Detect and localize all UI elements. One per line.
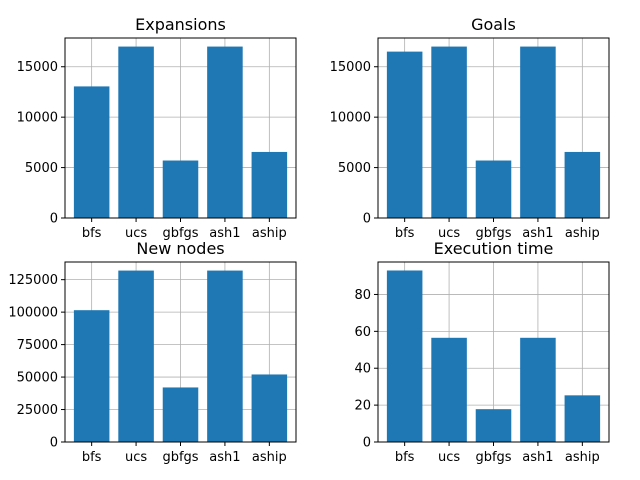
bar-bfs	[386, 51, 423, 218]
y-tick-label: 5000	[338, 161, 371, 176]
bar-ash1	[520, 337, 556, 442]
bar-gbfgs	[475, 409, 512, 442]
x-tick-label: aship	[252, 450, 287, 465]
y-tick-label: 125000	[8, 273, 58, 288]
bar-ash1	[520, 46, 556, 219]
y-tick-label: 0	[363, 436, 371, 451]
x-tick-label: ucs	[125, 226, 147, 241]
bar-bfs	[386, 270, 423, 442]
x-tick-label: ash1	[209, 450, 240, 465]
x-tick-label: gbfgs	[162, 450, 198, 465]
x-tick-label: gbfgs	[162, 226, 198, 241]
bar-ucs	[118, 46, 154, 219]
bar-ucs	[118, 270, 154, 442]
x-tick-label: ash1	[209, 226, 240, 241]
chart-title: Goals	[471, 15, 516, 34]
y-tick-label: 100000	[8, 306, 58, 321]
chart-title: Expansions	[135, 15, 226, 34]
x-tick-label: bfs	[82, 450, 102, 465]
bar-gbfgs	[162, 160, 199, 218]
chart-panel-1: 0 5000 10000 15000 bfs ucs gbfgs ash1 aship Expan…	[17, 15, 297, 241]
x-tick-label: gbfgs	[475, 450, 511, 465]
bar-bfs	[73, 86, 110, 219]
chart-title: Execution time	[434, 239, 554, 258]
x-tick-label: ash1	[522, 450, 553, 465]
chart-panel-2: 0 5000 10000 15000 bfs ucs gbfgs ash1 aship Goals	[330, 15, 610, 241]
y-tick-label: 60	[354, 325, 371, 340]
x-tick-label: ash1	[522, 226, 553, 241]
y-tick-label: 0	[50, 436, 58, 451]
y-tick-label: 10000	[330, 111, 371, 126]
y-tick-label: 15000	[17, 60, 58, 75]
x-tick-label: bfs	[395, 450, 415, 465]
y-tick-label: 5000	[25, 161, 58, 176]
y-tick-label: 20	[354, 399, 371, 414]
x-tick-label: aship	[565, 450, 600, 465]
chart-title: New nodes	[136, 239, 224, 258]
x-tick-label: ucs	[125, 450, 147, 465]
y-tick-label: 0	[363, 212, 371, 227]
y-tick-label: 50000	[17, 371, 58, 386]
x-tick-label: ucs	[438, 450, 460, 465]
bar-ucs	[431, 46, 467, 219]
x-tick-label: aship	[252, 226, 287, 241]
bar-ucs	[431, 337, 467, 442]
bar-aship	[251, 374, 288, 442]
bar-ash1	[207, 270, 243, 442]
bar-aship	[564, 151, 601, 218]
y-tick-label: 10000	[17, 111, 58, 126]
bar-aship	[564, 395, 601, 442]
x-tick-label: bfs	[82, 226, 102, 241]
bar-aship	[251, 151, 288, 218]
x-tick-label: aship	[565, 226, 600, 241]
bar-bfs	[73, 310, 110, 442]
bar-gbfgs	[475, 160, 512, 218]
x-tick-label: bfs	[395, 226, 415, 241]
x-tick-label: ucs	[438, 226, 460, 241]
y-tick-label: 15000	[330, 60, 371, 75]
y-tick-label: 75000	[17, 338, 58, 353]
y-tick-label: 40	[354, 362, 371, 377]
chart-panel-4: 0 20 40 60 80 bfs ucs gbfgs ash1 aship Execution t…	[354, 239, 610, 465]
y-tick-label: 25000	[17, 403, 58, 418]
bar-gbfgs	[162, 387, 199, 442]
x-tick-label: gbfgs	[475, 226, 511, 241]
y-tick-label: 0	[50, 212, 58, 227]
bar-ash1	[207, 46, 243, 219]
y-tick-label: 80	[354, 288, 371, 303]
